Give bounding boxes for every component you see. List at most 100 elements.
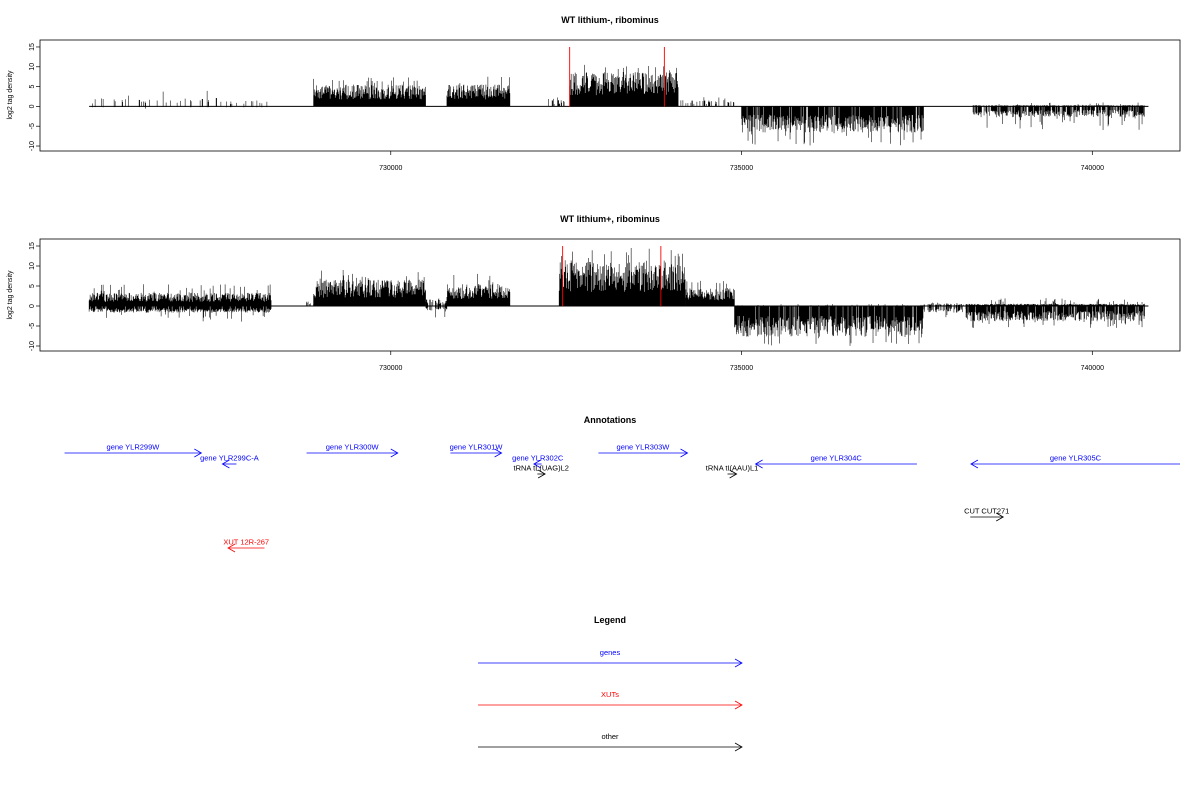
coverage-bars bbox=[313, 270, 426, 306]
feature-label: gene YLR301W bbox=[450, 443, 504, 452]
x-axis: 730000 735000 740000 bbox=[379, 351, 1104, 372]
coverage-bars bbox=[425, 298, 448, 318]
annotation-title: Annotations bbox=[584, 415, 637, 425]
y-axis-label: log2 tag density bbox=[7, 270, 14, 320]
x-tick-label: 735000 bbox=[730, 365, 753, 372]
y-tick-label: 0 bbox=[29, 304, 36, 308]
coverage-bars bbox=[680, 97, 735, 107]
feature-label: gene YLR302C bbox=[512, 454, 564, 463]
feature-gene-ylr300w: gene YLR300W bbox=[306, 443, 399, 458]
feature-label: tRNA tL(UAG)L2 bbox=[514, 464, 569, 473]
legend-entry-other: other bbox=[478, 732, 743, 752]
feature-label: XUT 12R-267 bbox=[223, 538, 269, 547]
x-tick-label: 735000 bbox=[730, 165, 753, 172]
feature-label: gene YLR300W bbox=[326, 443, 380, 452]
feature-trna-ti-aau-l1: tRNA tI(AAU)L1 bbox=[706, 464, 759, 479]
y-tick-label: 15 bbox=[29, 242, 36, 250]
coverage-bars bbox=[558, 248, 686, 306]
feature-label: gene YLR304C bbox=[811, 454, 863, 463]
feature-gene-ylr299w: gene YLR299W bbox=[64, 443, 203, 458]
arrowhead-icon bbox=[537, 469, 546, 479]
feature-gene-ylr303w: gene YLR303W bbox=[598, 443, 689, 458]
coverage-panel-lithium-plus: WT lithium+, ribominus log2 tag density … bbox=[7, 214, 1181, 372]
x-tick-label: 730000 bbox=[379, 365, 402, 372]
panel-title: WT lithium-, ribominus bbox=[561, 15, 659, 25]
arrowhead-icon bbox=[734, 700, 743, 710]
coverage-bars bbox=[734, 304, 924, 346]
arrowhead-icon bbox=[194, 448, 203, 458]
y-axis-label: log2 tag density bbox=[7, 70, 14, 120]
y-tick-label: 15 bbox=[29, 43, 36, 51]
y-tick-label: -5 bbox=[29, 323, 36, 329]
legend-entry-xuts: XUTs bbox=[478, 690, 743, 710]
y-tick-label: -5 bbox=[29, 123, 36, 129]
feature-label: tRNA tI(AAU)L1 bbox=[706, 464, 759, 473]
arrowhead-icon bbox=[734, 658, 743, 668]
arrowhead-icon bbox=[390, 448, 399, 458]
marker-layer bbox=[562, 246, 662, 306]
coverage-bars bbox=[965, 298, 1145, 328]
feature-label: gene YLR299W bbox=[107, 443, 161, 452]
coverage-bars bbox=[741, 106, 924, 146]
y-tick-label: 0 bbox=[29, 104, 36, 108]
arrowhead-icon bbox=[729, 469, 738, 479]
y-tick-label: 5 bbox=[29, 85, 36, 89]
y-tick-label: 5 bbox=[29, 284, 36, 288]
x-tick-label: 740000 bbox=[1081, 165, 1104, 172]
plot-frame bbox=[39, 238, 1181, 352]
legend-label: genes bbox=[600, 648, 621, 657]
arrowhead-icon bbox=[494, 448, 503, 458]
y-axis: -10 -5 0 5 10 15 bbox=[29, 242, 40, 351]
feature-trna-tl-uag-l2: tRNA tL(UAG)L2 bbox=[514, 464, 569, 479]
marker-layer bbox=[569, 46, 665, 107]
x-tick-label: 730000 bbox=[379, 165, 402, 172]
feature-gene-ylr302c: gene YLR302C bbox=[512, 454, 564, 469]
arrowhead-icon bbox=[970, 459, 979, 469]
arrowhead-icon bbox=[221, 459, 230, 469]
y-tick-label: -10 bbox=[29, 141, 36, 151]
coverage-bars bbox=[446, 273, 511, 306]
feature-gene-ylr305c: gene YLR305C bbox=[970, 454, 1180, 469]
arrowhead-icon bbox=[734, 742, 743, 752]
arrowhead-icon bbox=[680, 448, 689, 458]
legend: Legend genes XUTs other bbox=[478, 615, 743, 752]
feature-gene-ylr299c-a: gene YLR299C-A bbox=[200, 454, 259, 469]
x-axis: 730000 735000 740000 bbox=[379, 151, 1104, 172]
feature-layer: gene YLR299W gene YLR299C-A gene YLR300W ge… bbox=[64, 443, 1180, 553]
arrowhead-icon bbox=[533, 459, 542, 469]
legend-entry-genes: genes bbox=[478, 648, 743, 668]
coverage-bars bbox=[569, 64, 679, 107]
feature-xut-12r-267: XUT 12R-267 bbox=[223, 538, 269, 553]
feature-label: CUT CUT271 bbox=[964, 507, 1009, 516]
legend-title: Legend bbox=[594, 615, 626, 625]
coverage-bars bbox=[306, 301, 314, 306]
y-axis: -10 -5 0 5 10 15 bbox=[29, 43, 40, 151]
coverage-bars bbox=[88, 284, 272, 322]
panel-title: WT lithium+, ribominus bbox=[560, 214, 660, 224]
legend-entries: genes XUTs other bbox=[478, 648, 743, 752]
coverage-bars bbox=[446, 76, 511, 107]
feature-label: gene YLR305C bbox=[1050, 454, 1102, 463]
x-tick-label: 740000 bbox=[1081, 365, 1104, 372]
feature-gene-ylr304c: gene YLR304C bbox=[754, 454, 917, 469]
legend-label: other bbox=[601, 732, 619, 741]
feature-label: gene YLR303W bbox=[617, 443, 671, 452]
plot-frame bbox=[39, 39, 1181, 152]
y-tick-label: 10 bbox=[29, 262, 36, 270]
y-tick-label: -10 bbox=[29, 341, 36, 351]
feature-cut-cut271: CUT CUT271 bbox=[964, 507, 1009, 522]
y-tick-label: 10 bbox=[29, 63, 36, 71]
coverage-bars bbox=[685, 280, 735, 306]
coverage-bars bbox=[313, 77, 426, 107]
arrowhead-icon bbox=[754, 459, 763, 469]
bar-layer bbox=[89, 64, 1149, 146]
feature-gene-ylr301w: gene YLR301W bbox=[450, 443, 504, 458]
arrowhead-icon bbox=[227, 543, 236, 553]
bar-layer bbox=[88, 248, 1149, 346]
feature-label: gene YLR299C-A bbox=[200, 454, 259, 463]
arrowhead-icon bbox=[996, 512, 1005, 522]
legend-label: XUTs bbox=[601, 690, 619, 699]
coverage-panel-lithium-minus: WT lithium-, ribominus log2 tag density … bbox=[7, 15, 1181, 172]
